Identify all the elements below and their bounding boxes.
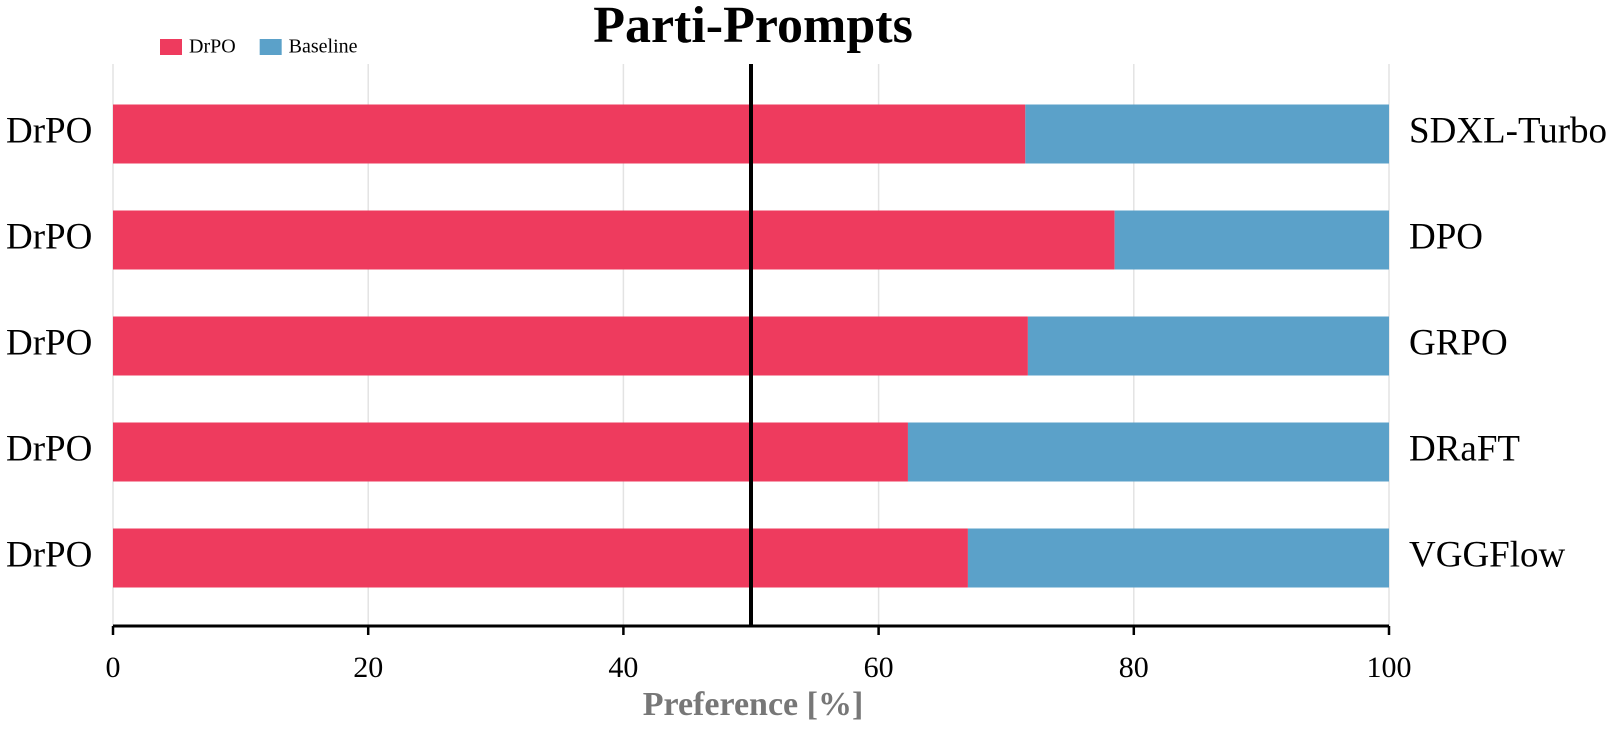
category-label: VGGFlow bbox=[1409, 534, 1566, 575]
bar-segment bbox=[907, 422, 1389, 482]
bar-segment bbox=[1114, 210, 1389, 270]
x-tick-label: 0 bbox=[106, 651, 121, 684]
bar-segment bbox=[113, 316, 1028, 376]
x-tick-label: 100 bbox=[1367, 651, 1412, 684]
left-label: DrPO bbox=[6, 534, 92, 575]
left-label: DrPO bbox=[6, 322, 92, 363]
legend-swatch bbox=[259, 39, 282, 55]
x-tick-label: 20 bbox=[353, 651, 383, 684]
x-tick-label: 40 bbox=[608, 651, 638, 684]
left-label: DrPO bbox=[6, 110, 92, 151]
category-label: DRaFT bbox=[1409, 428, 1520, 469]
x-axis-label: Preference [%] bbox=[643, 686, 864, 723]
left-label: DrPO bbox=[6, 428, 92, 469]
x-tick-label: 80 bbox=[1119, 651, 1149, 684]
category-label: GRPO bbox=[1409, 322, 1508, 363]
category-label: DPO bbox=[1409, 216, 1483, 257]
category-label: SDXL-Turbo bbox=[1409, 110, 1607, 151]
legend-label: DrPO bbox=[189, 36, 236, 58]
x-tick-label: 60 bbox=[864, 651, 894, 684]
left-label: DrPO bbox=[6, 216, 92, 257]
bar-segment bbox=[113, 104, 1026, 164]
bar-segment bbox=[113, 528, 968, 588]
chart-title: Parti-Prompts bbox=[593, 0, 913, 54]
bar-segment bbox=[113, 210, 1115, 270]
bar-segment bbox=[967, 528, 1389, 588]
legend-swatch bbox=[160, 39, 182, 55]
legend-label: Baseline bbox=[289, 36, 358, 58]
bar-segment bbox=[1025, 104, 1389, 164]
bar-segment bbox=[1027, 316, 1389, 376]
bar-segment bbox=[113, 422, 908, 482]
